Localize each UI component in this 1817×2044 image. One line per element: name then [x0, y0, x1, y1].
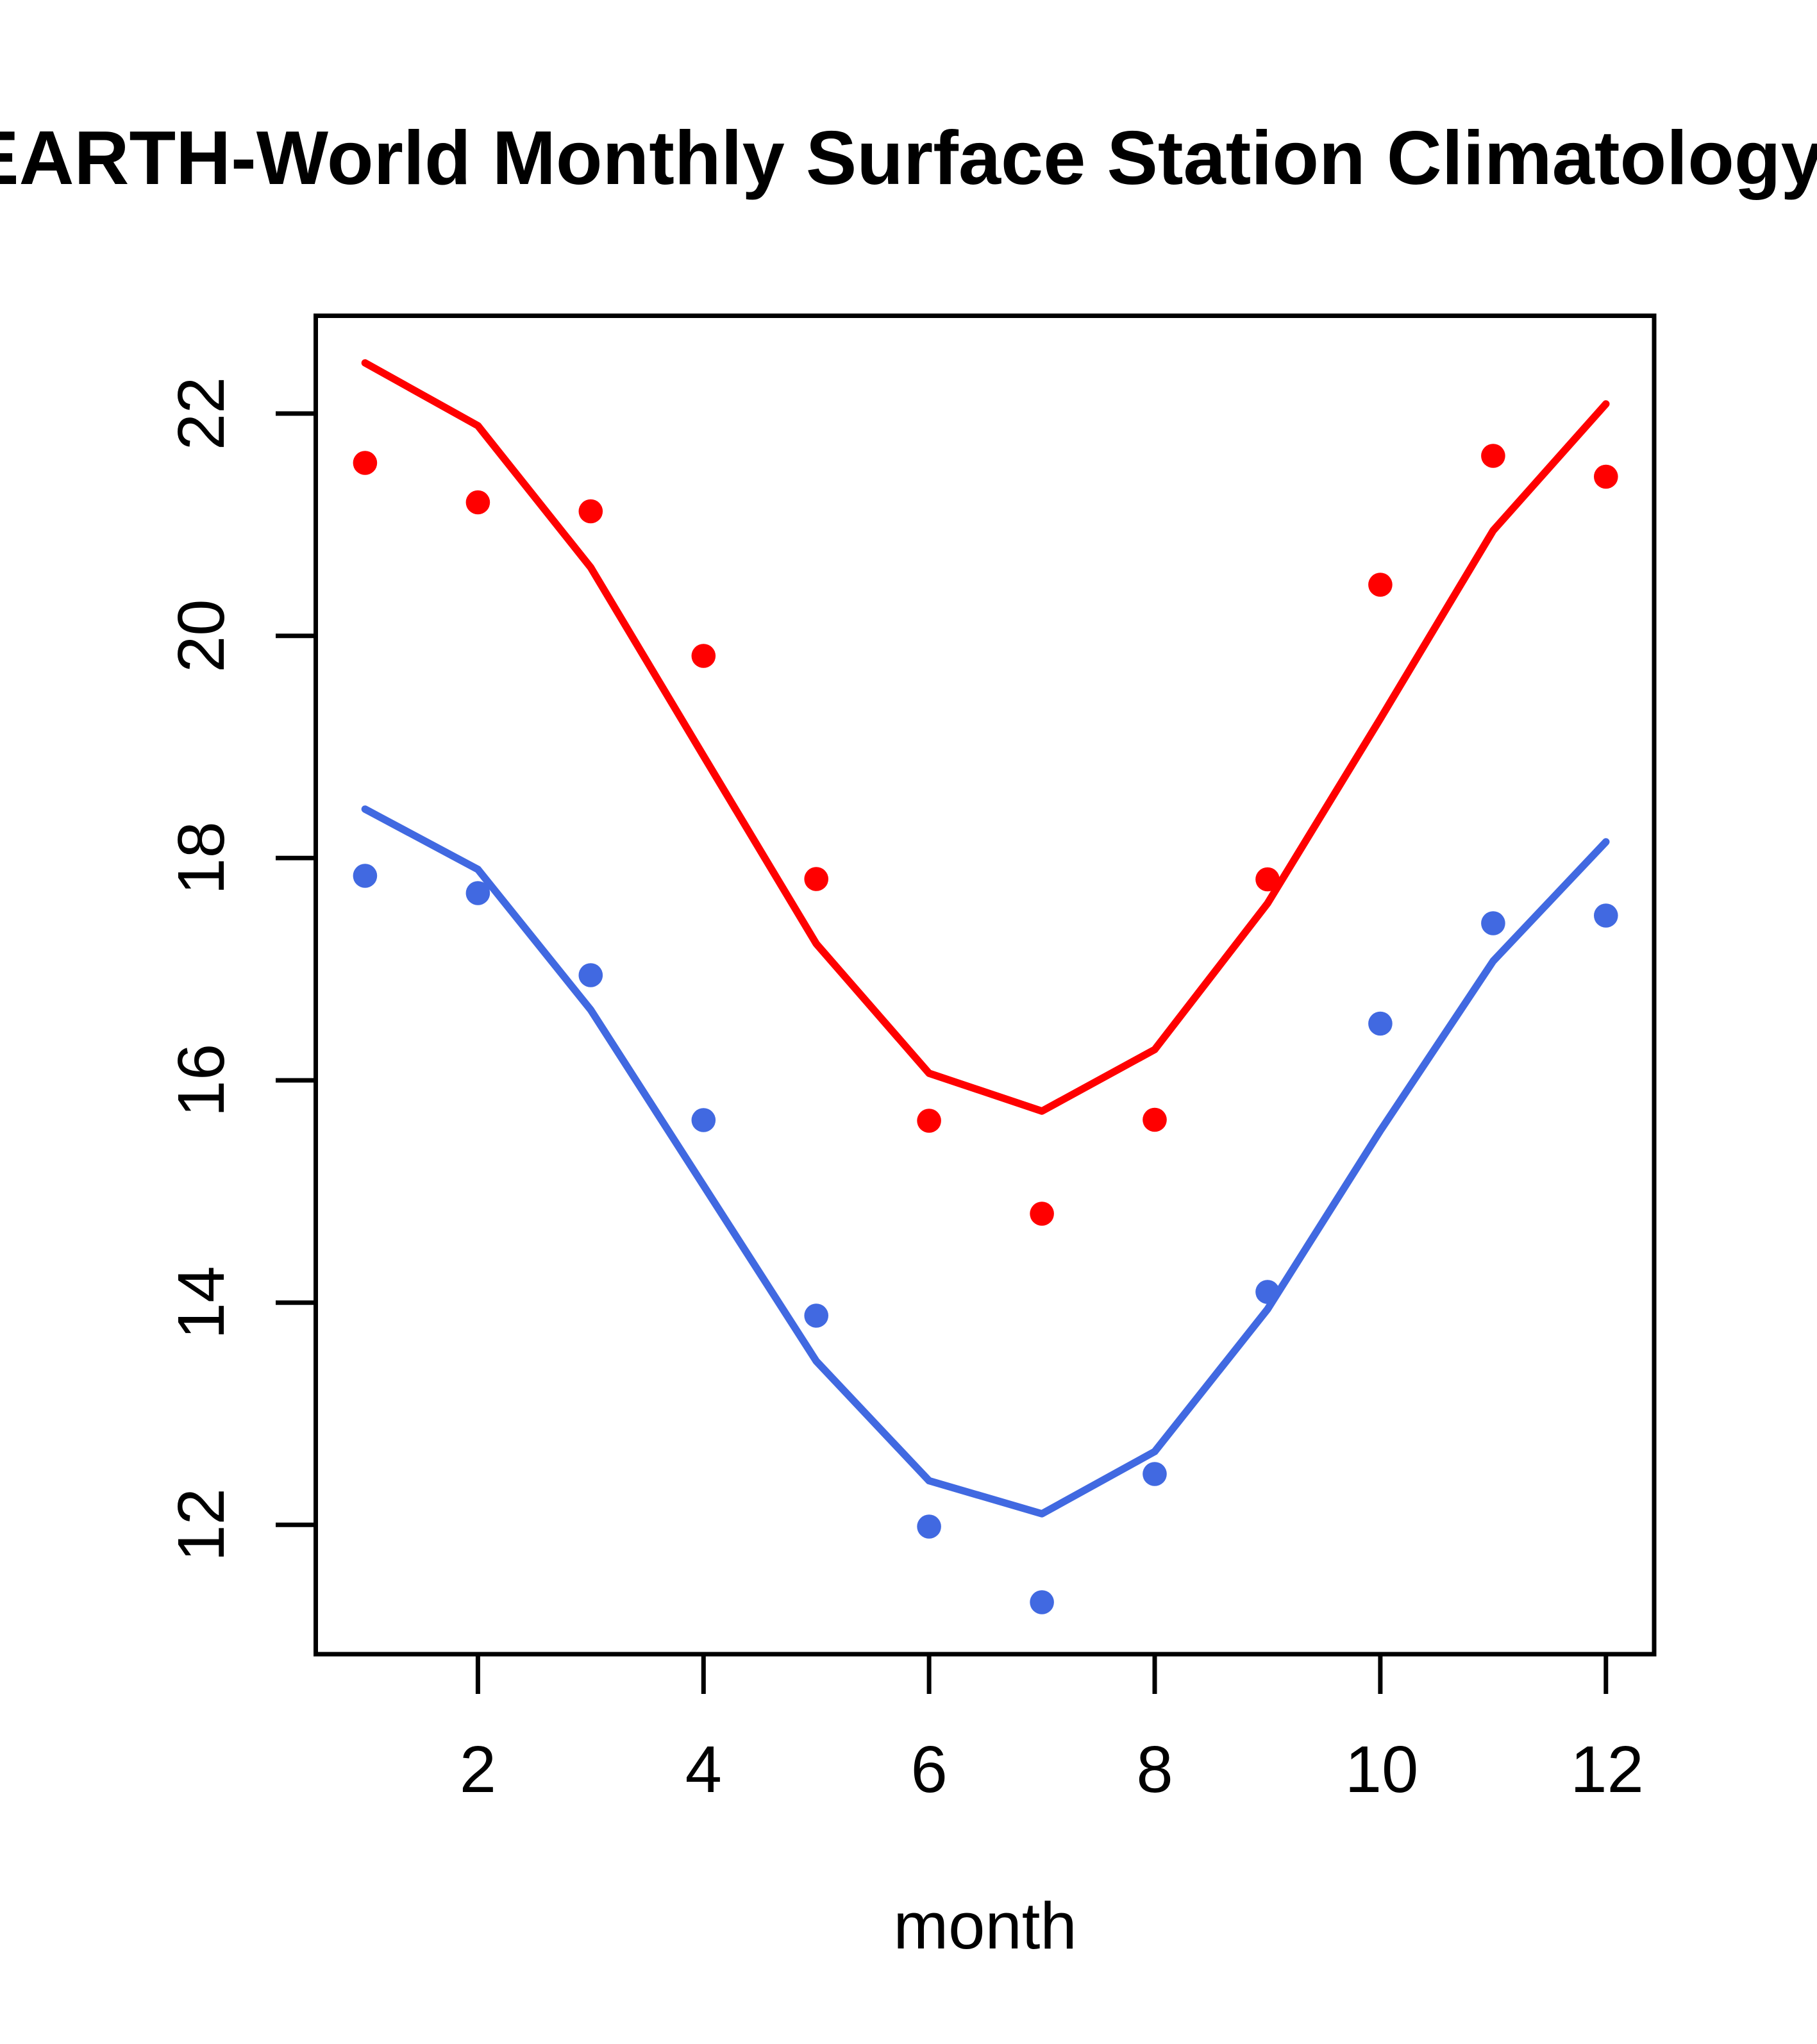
svg-text:16: 16 [164, 1044, 238, 1118]
svg-text:22: 22 [164, 377, 238, 451]
svg-text:4: 4 [685, 1732, 722, 1806]
svg-text:2: 2 [460, 1732, 496, 1806]
svg-text:10: 10 [1345, 1732, 1419, 1806]
svg-text:14: 14 [164, 1266, 238, 1339]
svg-text:EARTH-World Monthly Surface St: EARTH-World Monthly Surface Station Clim… [0, 115, 1817, 201]
svg-text:12: 12 [164, 1488, 238, 1562]
svg-text:12: 12 [1570, 1732, 1644, 1806]
svg-text:18: 18 [164, 821, 238, 895]
svg-text:month: month [893, 1889, 1076, 1963]
svg-text:8: 8 [1136, 1732, 1173, 1806]
svg-text:20: 20 [164, 599, 238, 673]
svg-text:6: 6 [910, 1732, 947, 1806]
